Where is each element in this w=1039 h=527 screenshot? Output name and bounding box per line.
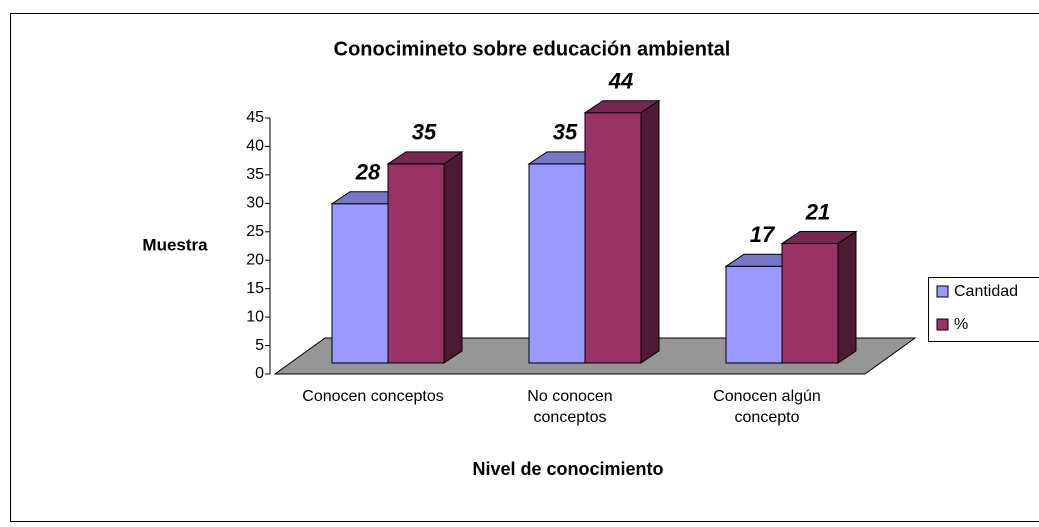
bar-side [837, 230, 857, 364]
x-axis-label: Nivel de conocimiento [472, 459, 663, 479]
bar-side [443, 150, 463, 364]
data-label: 35 [412, 120, 437, 145]
y-tick-label: 30 [246, 195, 264, 212]
bar-front [528, 163, 586, 364]
bar-front [725, 265, 783, 364]
x-tick-label: Conocen algún concepto [713, 388, 821, 426]
y-tick-label: 0 [255, 365, 264, 382]
y-tick-label: 15 [246, 280, 264, 297]
data-label: 28 [355, 160, 381, 185]
data-label: 44 [608, 69, 633, 94]
bar-side [640, 99, 660, 364]
bar-front [781, 243, 839, 364]
y-tick-label: 20 [246, 251, 264, 268]
legend-label: Cantidad [954, 283, 1018, 300]
y-tick-label: 35 [246, 166, 264, 183]
y-tick-label: 45 [246, 109, 264, 126]
data-label: 35 [553, 120, 578, 145]
y-axis-label: Muestra [142, 235, 208, 254]
data-label: 17 [750, 222, 776, 247]
chart-border [10, 13, 1039, 522]
x-tick-label: No conocen conceptos [527, 388, 613, 426]
chart-title: Conocimineto sobre educación ambiental [334, 38, 731, 60]
bar-front [584, 112, 642, 364]
legend-swatch [936, 318, 949, 331]
bar-front [331, 203, 389, 364]
y-tick-label: 5 [255, 337, 264, 354]
legend-label: % [954, 316, 968, 333]
y-tick-label: 10 [246, 308, 264, 325]
y-tick-label: 25 [246, 223, 264, 240]
x-tick-label: Conocen conceptos [302, 388, 444, 405]
bar-front [387, 163, 445, 364]
legend-swatch [936, 285, 949, 298]
y-tick-label: 40 [246, 138, 264, 155]
data-label: 21 [805, 199, 830, 224]
